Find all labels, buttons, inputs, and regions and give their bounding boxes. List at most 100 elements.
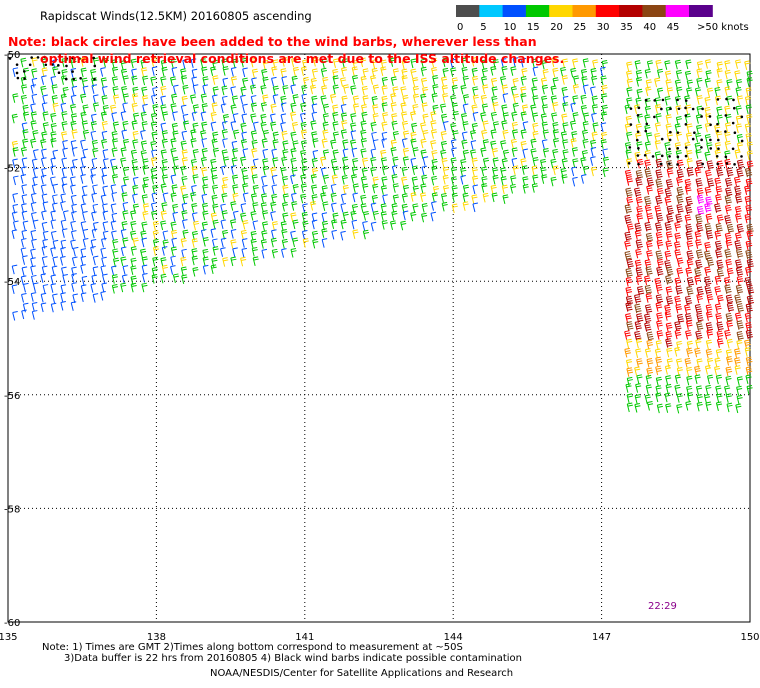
wind-barb <box>240 122 247 133</box>
wind-barb <box>270 113 276 124</box>
wind-barb <box>362 183 369 194</box>
wind-barb <box>664 70 672 81</box>
wind-barb <box>665 338 673 348</box>
contamination-circle <box>643 153 647 157</box>
wind-barb <box>591 104 598 114</box>
wind-barb <box>21 309 27 320</box>
wind-barb <box>202 210 209 221</box>
wind-barb <box>352 183 359 194</box>
wind-barb <box>242 175 249 185</box>
wind-barb <box>441 113 448 124</box>
wind-barb <box>695 177 703 188</box>
contamination-circle <box>43 55 46 59</box>
wind-barb <box>704 276 712 286</box>
wind-barb <box>541 104 549 114</box>
contamination-circle <box>660 107 663 111</box>
wind-barb <box>271 66 278 76</box>
wind-barb <box>30 292 37 302</box>
wind-barb <box>161 66 168 77</box>
wind-barb <box>685 267 693 278</box>
wind-barb <box>111 174 119 184</box>
wind-barb <box>625 358 633 369</box>
footer-note-1: Note: 1) Times are GMT 2)Times along bot… <box>42 642 463 653</box>
wind-barb <box>735 259 743 269</box>
wind-barb <box>696 124 703 135</box>
wind-barb <box>580 157 587 167</box>
wind-barb <box>132 93 139 103</box>
wind-barb <box>200 156 208 167</box>
wind-barb <box>452 130 459 140</box>
wind-barb <box>644 204 652 215</box>
wind-barb <box>602 167 609 178</box>
wind-barb <box>62 147 68 158</box>
wind-barb <box>664 141 671 152</box>
contamination-circle <box>637 106 641 110</box>
color-scale-label: 35 <box>620 22 633 33</box>
contamination-circle <box>700 115 703 118</box>
contamination-circle <box>677 107 681 111</box>
wind-barb <box>40 184 47 194</box>
wind-barb <box>32 167 39 178</box>
wind-barb <box>532 112 539 123</box>
wind-barb <box>190 129 197 139</box>
wind-barb <box>656 330 664 340</box>
wind-barb <box>694 87 702 97</box>
wind-barb <box>696 105 703 116</box>
wind-barb <box>150 140 157 151</box>
wind-barb <box>140 140 148 151</box>
wind-barb <box>200 229 207 239</box>
wind-barb <box>282 85 289 95</box>
wind-barb <box>590 86 596 96</box>
wind-barb <box>80 57 87 67</box>
wind-barb <box>724 131 731 142</box>
wind-barb <box>646 213 654 223</box>
wind-barb <box>191 238 198 248</box>
wind-barb <box>381 95 388 106</box>
wind-barb <box>520 76 527 86</box>
wind-barb <box>140 130 146 140</box>
wind-barb <box>704 96 711 107</box>
wind-barb <box>101 237 107 248</box>
wind-barb <box>361 85 368 96</box>
wind-barb <box>281 238 288 249</box>
wind-barb <box>521 165 528 175</box>
wind-barb <box>311 111 318 122</box>
wind-barb <box>645 266 653 276</box>
wind-barb <box>541 174 548 184</box>
wind-barb <box>52 293 58 304</box>
contamination-circle <box>57 71 61 74</box>
wind-barb <box>40 85 47 96</box>
wind-barb <box>111 59 118 69</box>
wind-barb <box>250 230 257 241</box>
contamination-circle <box>72 77 75 81</box>
wind-barb <box>391 210 398 221</box>
wind-barb <box>746 114 753 124</box>
wind-barb <box>704 285 712 295</box>
wind-barb <box>602 156 609 167</box>
wind-barb <box>686 250 694 261</box>
wind-barb <box>470 140 477 150</box>
wind-barb <box>70 301 77 311</box>
wind-barb <box>600 122 607 132</box>
wind-barb <box>501 184 508 195</box>
wind-barb <box>626 367 634 377</box>
wind-barb <box>131 102 138 113</box>
wind-barb <box>170 76 177 86</box>
wind-barb <box>481 129 488 140</box>
wind-barb <box>715 348 722 359</box>
wind-barb <box>440 130 447 141</box>
wind-barb <box>231 174 239 185</box>
wind-barb <box>160 210 167 221</box>
wind-barb <box>191 166 198 176</box>
wind-barb <box>735 284 744 295</box>
wind-barb <box>70 184 76 195</box>
wind-barb <box>30 202 37 212</box>
wind-barb <box>695 385 703 396</box>
wind-barb <box>281 248 287 258</box>
wind-barb <box>82 85 89 96</box>
wind-barb <box>541 121 548 132</box>
wind-barb <box>734 70 741 80</box>
wind-barb <box>686 79 693 90</box>
wind-barb <box>61 266 67 277</box>
wind-barb <box>696 394 703 404</box>
